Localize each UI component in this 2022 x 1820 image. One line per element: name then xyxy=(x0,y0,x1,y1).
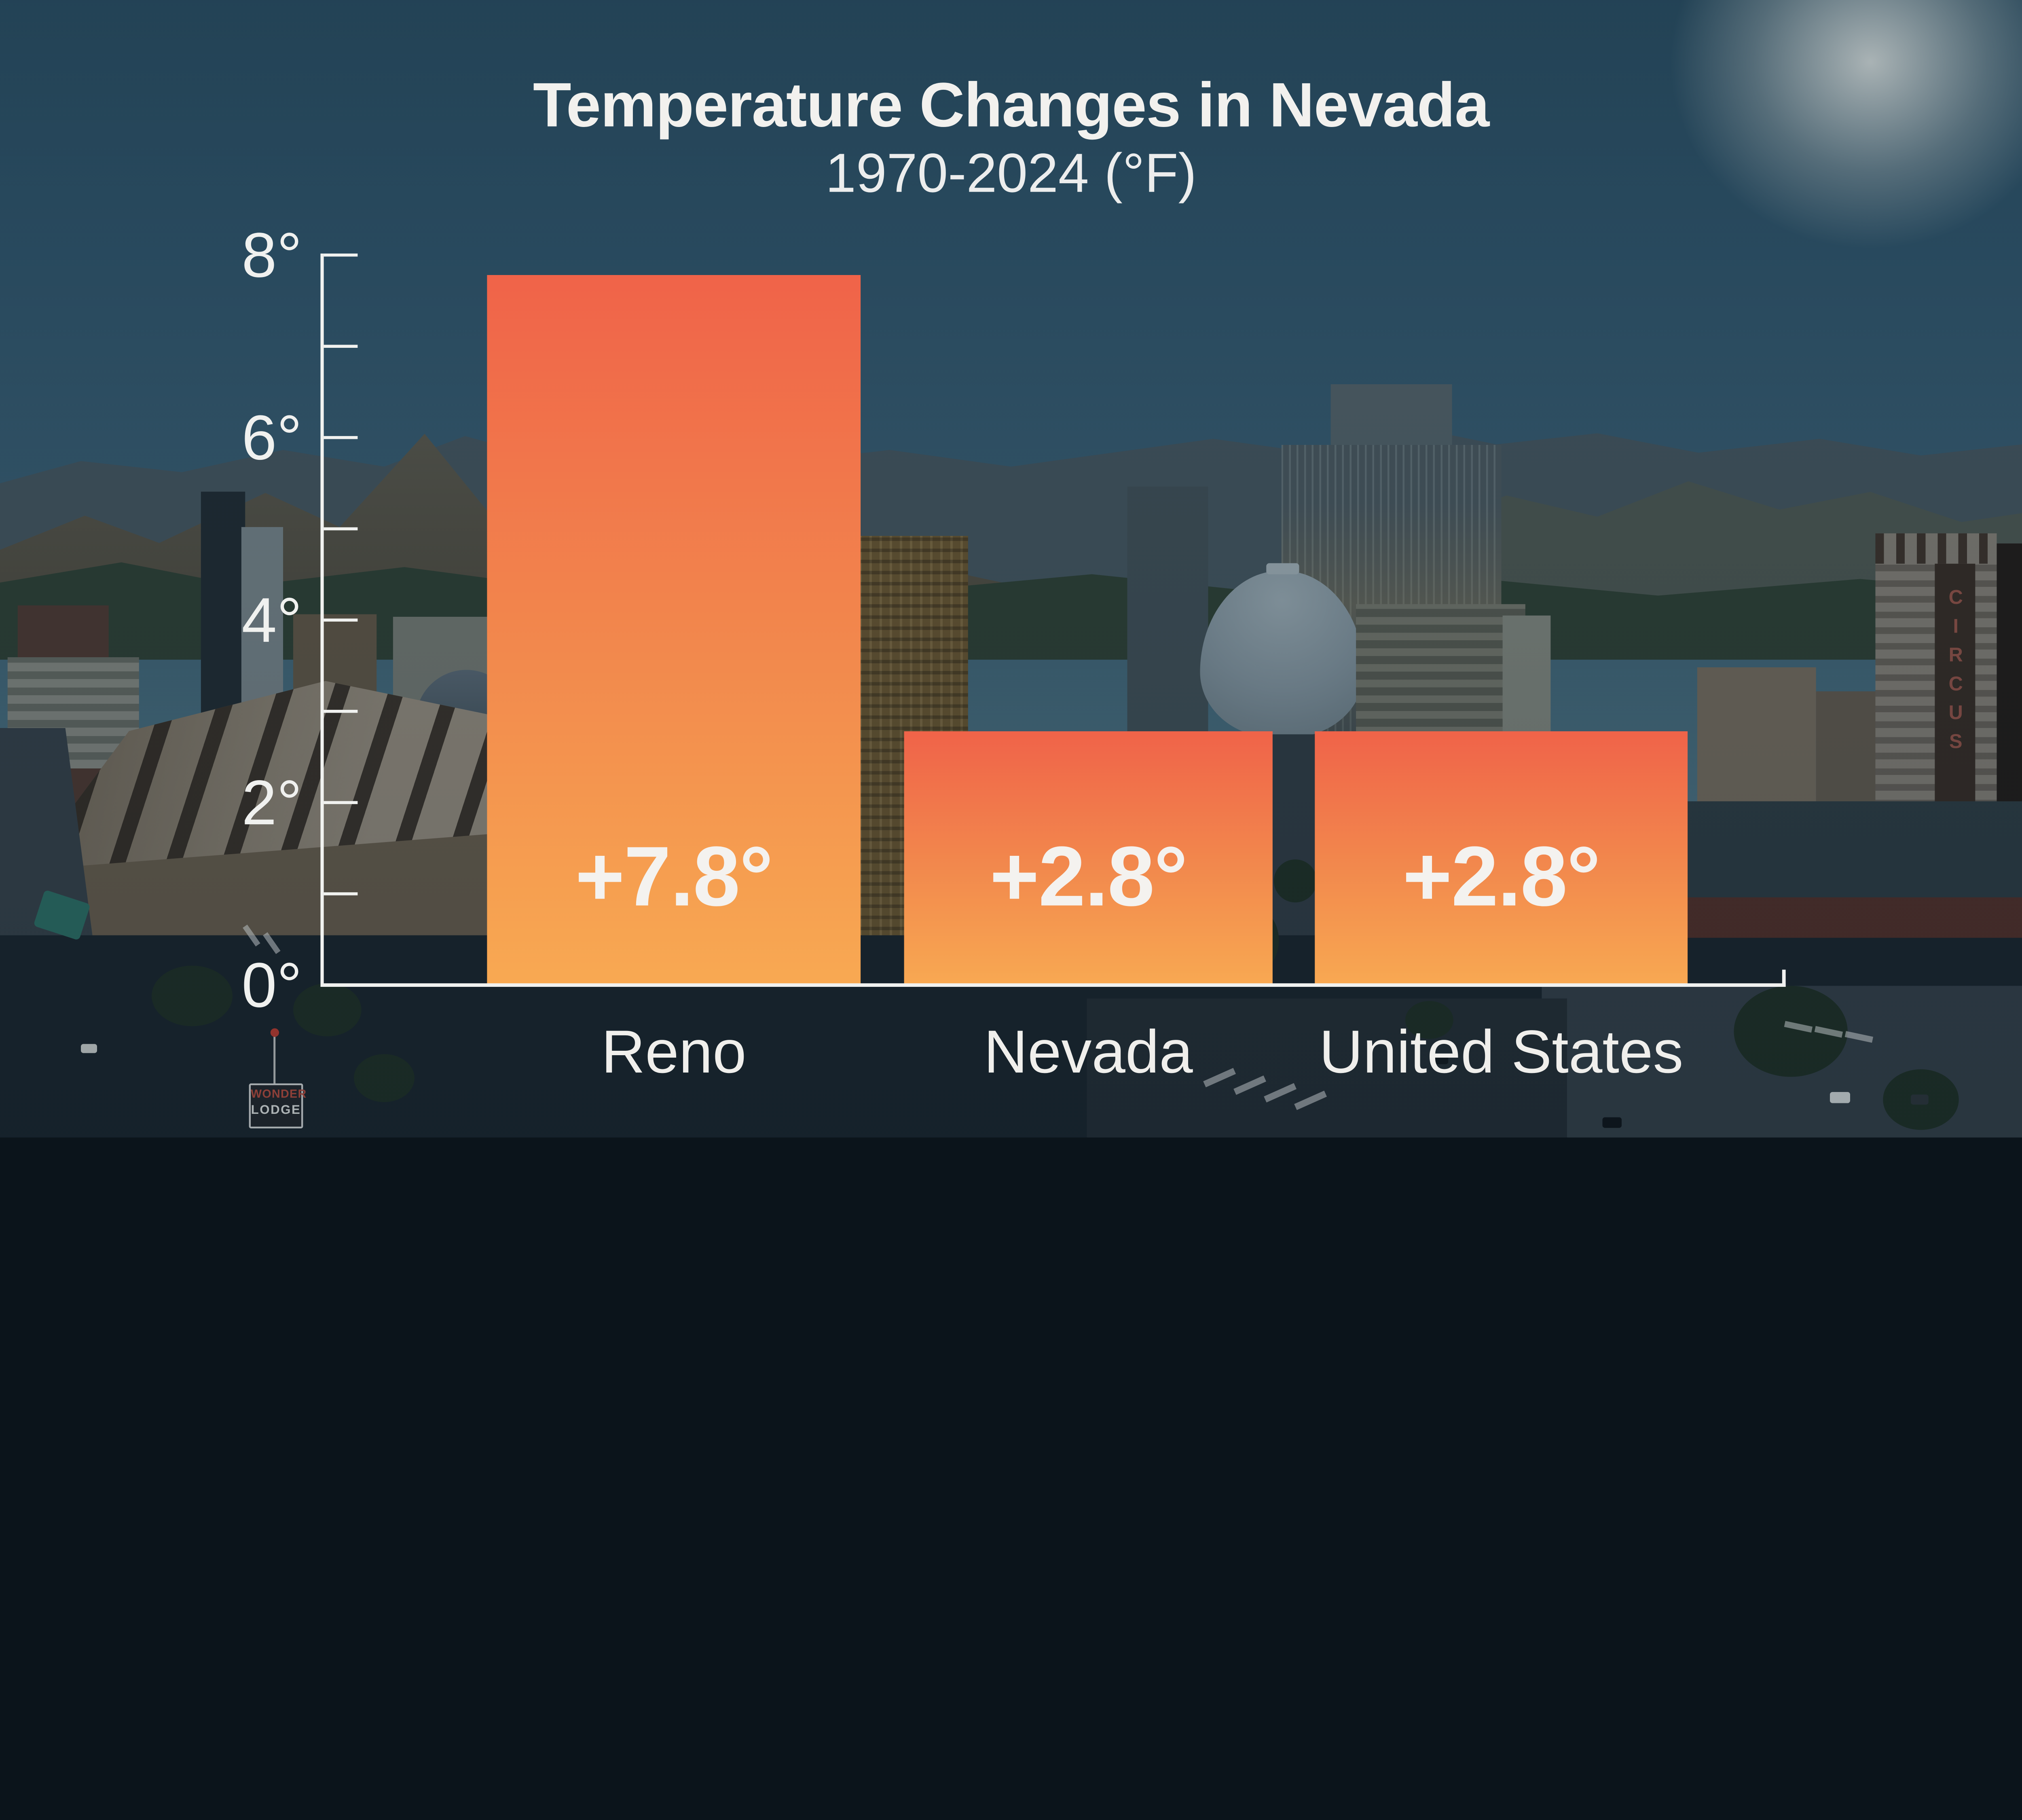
y-axis-tick-7 xyxy=(324,345,358,348)
y-axis-label-4: 4° xyxy=(241,584,302,655)
car xyxy=(1830,1092,1850,1103)
bar-united-states: +2.8° xyxy=(1315,731,1688,987)
y-axis-tick-2 xyxy=(324,801,358,804)
car xyxy=(1430,1054,1449,1064)
tree xyxy=(354,1054,415,1102)
blue-roof-building-right xyxy=(1653,801,2022,903)
parking-garage-mid xyxy=(1356,604,1525,734)
tree xyxy=(152,965,233,1026)
y-axis-label-8: 8° xyxy=(241,220,302,290)
y-axis-label-6: 6° xyxy=(241,402,302,473)
white-midrise-mid xyxy=(1502,615,1551,734)
x-axis-label-nevada: Nevada xyxy=(984,1018,1193,1086)
y-axis-tick-3 xyxy=(324,710,358,713)
tree xyxy=(1274,859,1317,903)
tree xyxy=(293,983,362,1037)
bar-reno: +7.8° xyxy=(487,275,861,987)
chart-title: Temperature Changes in Nevada xyxy=(533,69,1489,140)
beige-block-right-1 xyxy=(1697,667,1816,806)
blue-glass-tower xyxy=(1127,487,1208,734)
circus-tower-center-stripe xyxy=(1935,563,1975,806)
silver-legacy-tower-upper xyxy=(1330,384,1452,450)
beige-block-right-2 xyxy=(1816,691,1877,806)
y-axis-tick-4 xyxy=(324,618,358,622)
dome-cupola xyxy=(1266,563,1299,574)
x-axis-baseline xyxy=(320,983,1786,987)
tree xyxy=(1405,1001,1453,1039)
y-axis-tick-8 xyxy=(324,253,358,257)
x-axis-label-united-states: United States xyxy=(1319,1018,1684,1086)
wonder-lodge-sign-line1: WONDER xyxy=(251,1085,306,1102)
y-axis-tick-6 xyxy=(324,436,358,439)
bar-value-label: +7.8° xyxy=(575,829,773,924)
wonder-lodge-sign-line2: LODGE xyxy=(251,1102,301,1117)
y-axis-label-2: 2° xyxy=(241,767,302,838)
x-axis-label-reno: Reno xyxy=(601,1018,747,1086)
sun-glare xyxy=(1592,0,2022,321)
y-axis-label-0: 0° xyxy=(241,950,302,1020)
y-axis-tick-1 xyxy=(324,892,358,895)
bar-nevada: +2.8° xyxy=(904,731,1273,987)
wonder-lodge-sign: WONDER LODGE xyxy=(249,1083,306,1128)
infographic-canvas: CIRCUS WONDER LODGE Temperature Changes … xyxy=(0,0,2022,1138)
bar-value-label: +2.8° xyxy=(990,829,1188,924)
wonder-lodge-pole xyxy=(273,1036,276,1087)
y-axis-tick-5 xyxy=(324,527,358,531)
circus-tower-crown xyxy=(1875,533,1997,564)
car xyxy=(1602,1117,1622,1128)
car xyxy=(81,1044,97,1053)
parking-lot-mid xyxy=(1087,998,1567,1138)
chart-subtitle: 1970-2024 (°F) xyxy=(825,142,1197,204)
x-axis-end-tick xyxy=(1782,969,1786,987)
bar-value-label: +2.8° xyxy=(1402,829,1601,924)
car xyxy=(1911,1094,1929,1105)
wonder-lodge-ball xyxy=(270,1028,279,1037)
silver-legacy-dome xyxy=(1200,571,1364,738)
circus-sign-text: CIRCUS xyxy=(1944,576,1969,768)
y-axis-line xyxy=(320,253,324,987)
red-wall-right xyxy=(1653,897,2022,938)
bar-chart: Temperature Changes in Nevada 1970-2024 … xyxy=(241,69,1786,1086)
